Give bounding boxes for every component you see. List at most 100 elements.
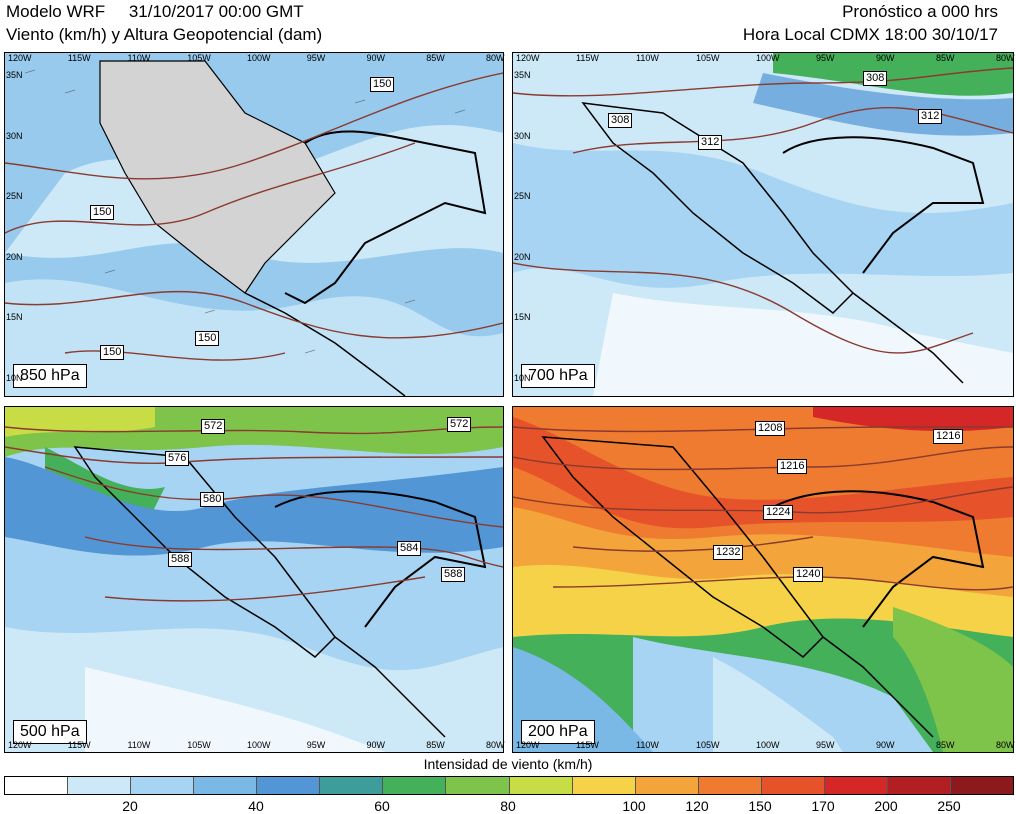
- contour-label: 150: [90, 205, 115, 220]
- colorbar-swatch: [950, 777, 1013, 794]
- pressure-level-label: 850 hPa: [13, 364, 87, 388]
- latitude-tick-label: 30N: [6, 130, 23, 141]
- longitude-tick-label: 105W: [187, 53, 211, 63]
- colorbar-label: 60: [374, 798, 390, 814]
- contour-label: 1208: [755, 421, 786, 436]
- longitude-tick-label: 90W: [876, 740, 895, 750]
- longitude-tick-label: 80W: [996, 53, 1015, 63]
- pressure-level-label: 200 hPa: [521, 720, 595, 744]
- longitude-tick-label: 115W: [67, 740, 91, 750]
- contour-label: 150: [195, 331, 220, 346]
- colorbar-label: 150: [748, 798, 772, 814]
- colorbar-swatch: [383, 777, 447, 794]
- longitude-tick-label: 110W: [127, 740, 151, 750]
- contour-label: 572: [201, 419, 226, 434]
- latitude-tick-label: 35N: [6, 70, 23, 80]
- longitude-tick-label: 105W: [696, 53, 720, 63]
- longitude-tick-label: 110W: [636, 740, 659, 750]
- latitude-tick-label: 25N: [514, 191, 531, 202]
- colorbar-swatch: [887, 777, 951, 794]
- colorbar-swatch: [5, 777, 69, 794]
- longitude-tick-label: 115W: [67, 53, 91, 63]
- longitude-tick-label: 105W: [187, 740, 211, 750]
- contour-label: 588: [441, 567, 466, 582]
- longitude-tick-label: 95W: [306, 53, 326, 63]
- longitude-tick-label: 115W: [576, 53, 599, 63]
- latitude-tick-label: 30N: [514, 130, 531, 141]
- longitude-tick-label: 100W: [756, 740, 780, 750]
- contour-label: 1240: [793, 567, 824, 582]
- colorbar-swatch: [446, 777, 510, 794]
- longitude-tick-label: 85W: [936, 740, 955, 750]
- longitude-tick-label: 105W: [696, 740, 720, 750]
- longitude-tick-label: 115W: [576, 740, 599, 750]
- longitude-tick-label: 100W: [247, 740, 271, 750]
- contour-label: 312: [918, 109, 943, 124]
- longitude-tick-label: 90W: [366, 740, 386, 750]
- longitude-tick-label: 95W: [816, 53, 835, 63]
- colorbar-swatch: [509, 777, 573, 794]
- longitude-tick-label: 80W: [996, 740, 1015, 750]
- latitude-tick-label: 15N: [6, 312, 23, 323]
- colorbar-swatch: [257, 777, 321, 794]
- map-panel-200: 1208 1216 1216 1224 1232 1240 200 hPa: [512, 406, 1014, 753]
- colorbar-label: 120: [685, 798, 709, 814]
- wind-map-700: [513, 53, 1013, 396]
- longitude-tick-label: 85W: [936, 53, 955, 63]
- map-panel-500: 572 572 576 580 584 588 588 500 hPa: [4, 406, 504, 753]
- longitude-tick-label: 90W: [366, 53, 386, 63]
- latitude-tick-label: 25N: [6, 191, 23, 202]
- header-model-date: Modelo WRF 31/10/2017 00:00 GMT: [6, 2, 304, 21]
- longitude-tick-label: 120W: [516, 53, 540, 63]
- colorbar-label: 100: [622, 798, 646, 814]
- colorbar-swatch: [824, 777, 888, 794]
- wind-map-850: [5, 53, 503, 396]
- colorbar-swatch: [572, 777, 636, 794]
- contour-label: 1232: [713, 545, 744, 560]
- longitude-tick-label: 120W: [516, 740, 540, 750]
- longitude-tick-label: 90W: [876, 53, 895, 63]
- colorbar-swatch: [635, 777, 699, 794]
- contour-label: 572: [447, 417, 472, 432]
- wind-map-200: [513, 407, 1013, 752]
- map-panel-700: 308 308 312 312 700 hPa: [512, 52, 1014, 397]
- latitude-tick-label: 20N: [6, 251, 23, 262]
- wind-speed-colorbar: [4, 776, 1014, 795]
- contour-label: 308: [863, 71, 888, 86]
- colorbar-swatch: [131, 777, 195, 794]
- colorbar-title: Intensidad de viento (km/h): [423, 756, 593, 772]
- contour-label: 150: [100, 345, 125, 360]
- contour-label: 576: [165, 451, 190, 466]
- longitude-tick-label: 100W: [247, 53, 271, 63]
- colorbar-label: 40: [248, 798, 264, 814]
- colorbar-label: 80: [500, 798, 516, 814]
- colorbar-swatch: [761, 777, 825, 794]
- contour-label: 588: [168, 552, 193, 567]
- pressure-level-label: 500 hPa: [13, 720, 87, 744]
- contour-label: 580: [200, 492, 225, 507]
- longitude-tick-label: 95W: [306, 740, 326, 750]
- longitude-tick-label: 85W: [426, 53, 445, 63]
- longitude-tick-label: 110W: [636, 53, 659, 63]
- latitude-tick-label: 35N: [514, 70, 531, 80]
- colorbar-label: 20: [122, 798, 138, 814]
- latitude-tick-label: 20N: [514, 251, 531, 262]
- header-forecast-hour: Pronóstico a 000 hrs: [842, 2, 998, 21]
- longitude-tick-label: 120W: [8, 53, 32, 63]
- longitude-tick-label: 80W: [486, 53, 505, 63]
- contour-label: 1216: [777, 459, 808, 474]
- colorbar-label: 200: [874, 798, 898, 814]
- colorbar-swatch: [698, 777, 762, 794]
- latitude-tick-label: 10N: [514, 373, 531, 383]
- header-variable-title: Viento (km/h) y Altura Geopotencial (dam…: [6, 25, 323, 44]
- longitude-tick-label: 100W: [756, 53, 780, 63]
- colorbar-swatch: [194, 777, 258, 794]
- contour-label: 1216: [933, 429, 964, 444]
- longitude-tick-label: 95W: [816, 740, 835, 750]
- map-panel-850: 150 150 150 150 850 hPa: [4, 52, 504, 397]
- colorbar-swatch: [68, 777, 132, 794]
- contour-label: 584: [397, 541, 422, 556]
- latitude-tick-label: 10N: [6, 373, 23, 383]
- contour-label: 150: [370, 77, 395, 92]
- wind-map-500: [5, 407, 503, 752]
